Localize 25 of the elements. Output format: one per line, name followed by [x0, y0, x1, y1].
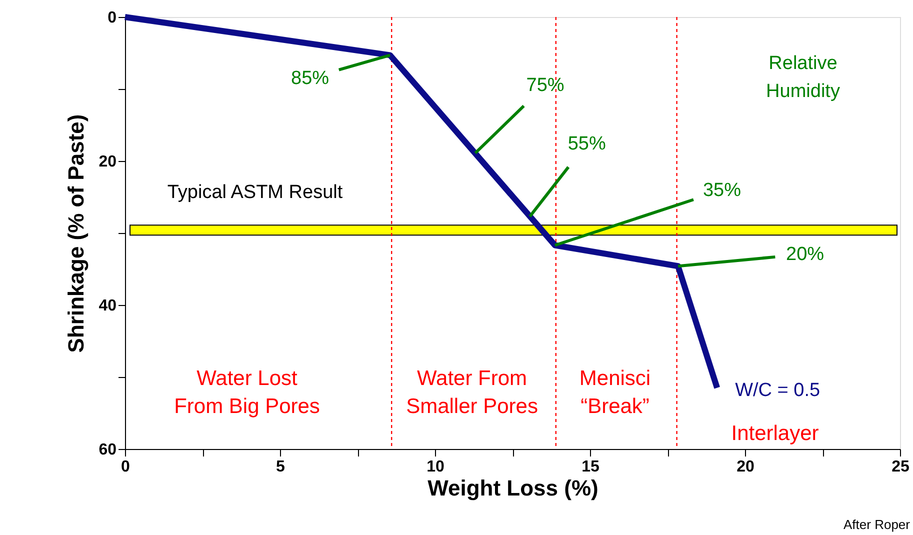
x-tick-label: 20 — [736, 458, 754, 476]
y-tick-label: 0 — [108, 10, 117, 26]
y-axis-title: Shrinkage (% of Paste) — [64, 114, 89, 353]
annotation: Water From Smaller Pores — [406, 367, 538, 418]
y-tick-label: 40 — [98, 298, 117, 314]
x-tick-label: 10 — [426, 458, 444, 476]
annotation: 85% — [291, 68, 330, 90]
annotation: 35% — [702, 180, 742, 202]
band-label: Typical ASTM Result — [167, 182, 344, 203]
annotation: Relative Humidity — [766, 53, 840, 102]
annotation: Water Lost From Big Pores — [174, 367, 320, 418]
x-tick-label: 0 — [121, 458, 130, 476]
text: After Roper — [844, 517, 911, 532]
annotation: Interlayer — [731, 422, 819, 445]
annotation: 20% — [786, 244, 824, 266]
annotation: 55% — [568, 133, 606, 154]
x-tick-label: 25 — [892, 458, 910, 476]
y-tick-label: 60 — [98, 442, 117, 458]
x-tick-label: 5 — [276, 458, 286, 476]
annotation: Menisci “Break” — [579, 367, 651, 418]
annotation: 75% — [526, 75, 564, 96]
series-label: W/C = 0.5 — [735, 380, 820, 401]
y-tick-label: 20 — [98, 154, 117, 170]
x-axis-title: Weight Loss (%) — [428, 476, 598, 500]
x-tick-label: 15 — [582, 458, 600, 476]
